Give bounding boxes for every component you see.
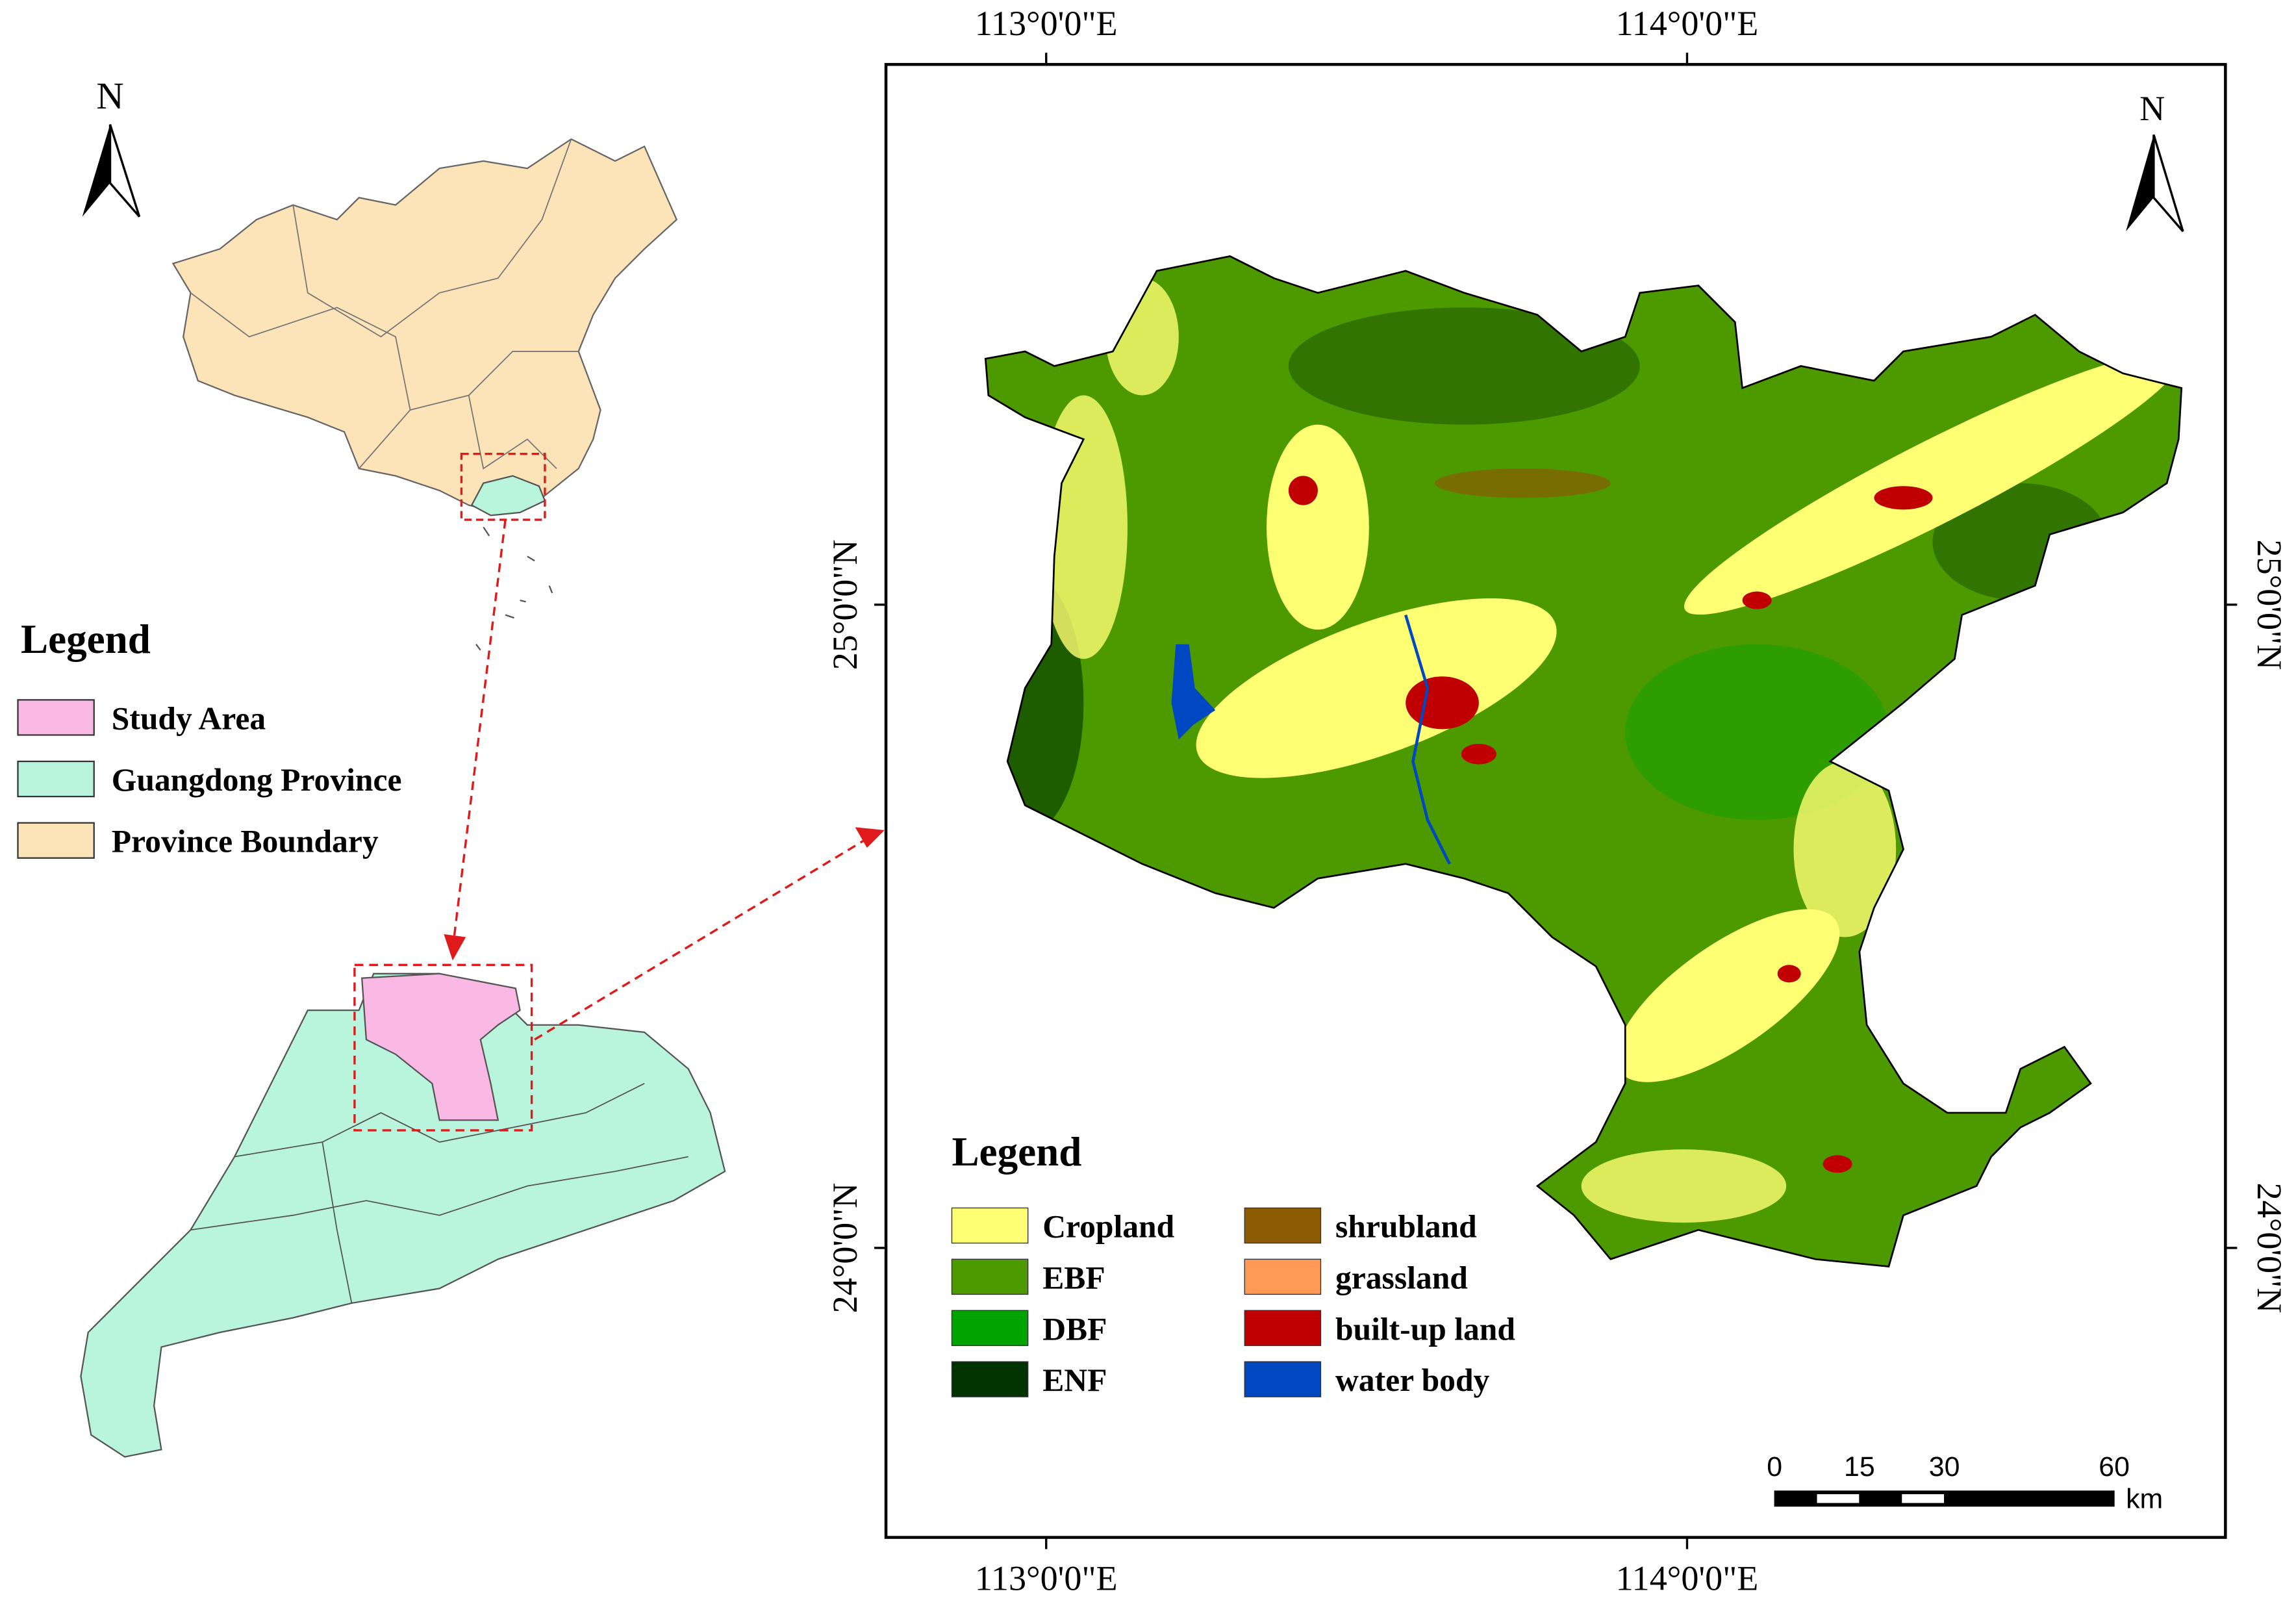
- land-crop: [1196, 598, 1557, 778]
- legend-swatch: [951, 1310, 1029, 1346]
- province-lines: [292, 138, 572, 338]
- legend: Cropland EBF DBF ENF shrubland grassland built…: [951, 1207, 1515, 1398]
- legend-label: water body: [1335, 1362, 1490, 1398]
- legend-label: DBF: [1042, 1311, 1107, 1347]
- y-tick-label: 25°0'0"N: [2250, 540, 2289, 670]
- land-crop: [1581, 1149, 1787, 1223]
- land-enf: [1288, 307, 1640, 425]
- north-arrow: [108, 124, 141, 218]
- legend-label: EBF: [1042, 1260, 1105, 1295]
- arrow-head: [444, 934, 466, 961]
- scale-bar-segment: [1902, 1494, 1945, 1503]
- legend-swatch: [17, 760, 95, 798]
- land-built: [1823, 1155, 1852, 1173]
- guangdong-small: [470, 475, 546, 516]
- y-tick-label: 24°0'0"N: [826, 1183, 864, 1314]
- x-tick-label: 113°0'0"E: [975, 1559, 1118, 1598]
- legend-label: Guangdong Province: [112, 762, 402, 798]
- land-built: [1777, 965, 1801, 983]
- scale-bar-segment: [1817, 1494, 1860, 1503]
- x-tick-label: 114°0'0"E: [1616, 1559, 1759, 1598]
- city-lines: [190, 1156, 688, 1231]
- legend-swatch: [1244, 1258, 1322, 1295]
- guangdong-map: [80, 973, 726, 1458]
- north-label: N: [2139, 89, 2165, 128]
- land-built: [1461, 743, 1496, 765]
- land-crop: [1105, 278, 1179, 396]
- scale-label: 60: [2099, 1451, 2130, 1482]
- x-tick-label: 114°0'0"E: [1616, 4, 1759, 43]
- legend-swatch: [1244, 1207, 1322, 1244]
- locator-box: [460, 453, 546, 521]
- legend-title: Legend: [952, 1129, 1081, 1175]
- legend-label: Study Area: [112, 700, 266, 736]
- land-built: [1742, 591, 1772, 609]
- legend-swatch: [951, 1258, 1029, 1295]
- legend-title: Legend: [21, 617, 151, 662]
- land-crop: [1267, 424, 1369, 630]
- legend-label: Cropland: [1042, 1209, 1174, 1245]
- land-cover: [985, 256, 2182, 1267]
- land-built: [1874, 486, 1933, 510]
- land-crop: [1684, 351, 2182, 615]
- map-frame: [884, 62, 2227, 1539]
- legend-swatch: [951, 1207, 1029, 1244]
- y-tick-label: 25°0'0"N: [826, 540, 864, 670]
- land-built: [1406, 676, 1479, 730]
- islands: [475, 526, 553, 651]
- land-crop: [1615, 909, 1840, 1082]
- north-arrow: [2152, 134, 2184, 233]
- legend-swatch: [17, 699, 95, 736]
- y-tick-label: 24°0'0"N: [2250, 1183, 2289, 1314]
- scale-label: 0: [1767, 1451, 1782, 1482]
- legend-label: shrubland: [1335, 1209, 1477, 1245]
- legend-label: ENF: [1042, 1362, 1107, 1398]
- study-area-small: [360, 973, 521, 1121]
- legend-swatch: [17, 822, 95, 859]
- scale-label: 30: [1929, 1451, 1960, 1482]
- land-shrub: [1435, 468, 1611, 498]
- legend-swatch: [1244, 1361, 1322, 1397]
- arrow: [453, 519, 507, 937]
- province-lines: [468, 395, 557, 470]
- locator-box: [353, 963, 533, 1132]
- graticule: 113°0'0"E 113°0'0"E 114°0'0"E 114°0'0"E 25°0…: [826, 4, 2289, 1598]
- legend-swatch: [951, 1361, 1029, 1397]
- land-crop: [1793, 761, 1897, 937]
- north-arrow: [82, 124, 110, 217]
- x-tick-label: 113°0'0"E: [975, 4, 1118, 43]
- legend-swatch: [1244, 1310, 1322, 1346]
- china-map: [171, 138, 678, 514]
- city-lines: [322, 1141, 353, 1304]
- legend-label: Province Boundary: [112, 824, 379, 859]
- legend-label: built-up land: [1335, 1311, 1515, 1347]
- arrow: [534, 839, 865, 1041]
- north-arrow: [2126, 134, 2154, 232]
- north-label: N: [96, 75, 123, 117]
- scale-unit: km: [2126, 1483, 2163, 1514]
- legend-label: grassland: [1335, 1260, 1468, 1295]
- arrow-head: [855, 827, 885, 848]
- land-built: [1288, 476, 1318, 505]
- legend: Study Area Guangdong Province Province Bou…: [17, 699, 402, 859]
- river: [1404, 614, 1451, 865]
- province-lines: [190, 292, 411, 411]
- scale-label: 15: [1844, 1451, 1875, 1482]
- land-water: [1171, 644, 1216, 740]
